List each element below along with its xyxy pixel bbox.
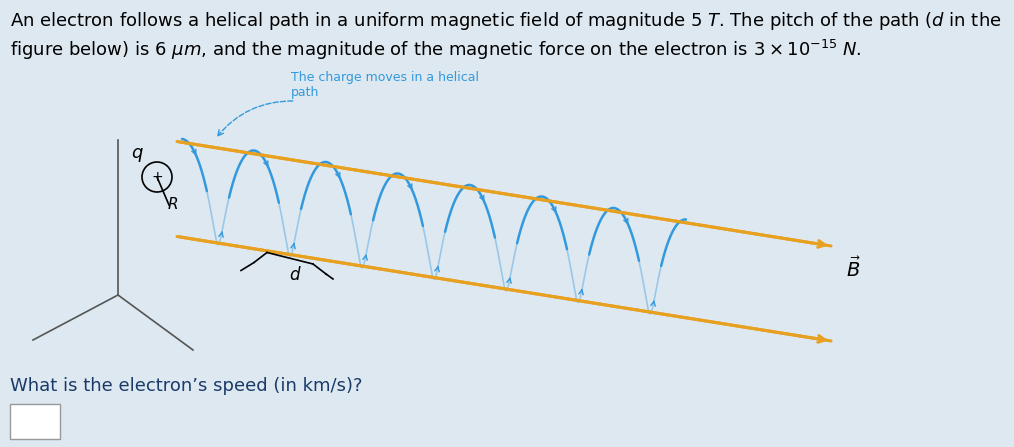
Text: An electron follows a helical path in a uniform magnetic field of magnitude $5$ : An electron follows a helical path in a … — [10, 10, 1002, 32]
Text: $q$: $q$ — [131, 146, 143, 164]
Text: The charge moves in a helical
path: The charge moves in a helical path — [291, 71, 479, 99]
Text: $d$: $d$ — [289, 266, 301, 284]
FancyBboxPatch shape — [10, 404, 60, 439]
Text: $R$: $R$ — [167, 196, 178, 212]
Text: What is the electron’s speed (in km/s)?: What is the electron’s speed (in km/s)? — [10, 377, 362, 395]
Text: figure below) is $6$ $\mu m$, and the magnitude of the magnetic force on the ele: figure below) is $6$ $\mu m$, and the ma… — [10, 38, 862, 62]
Text: +: + — [151, 170, 163, 184]
Text: $\vec{B}$: $\vec{B}$ — [846, 256, 861, 281]
